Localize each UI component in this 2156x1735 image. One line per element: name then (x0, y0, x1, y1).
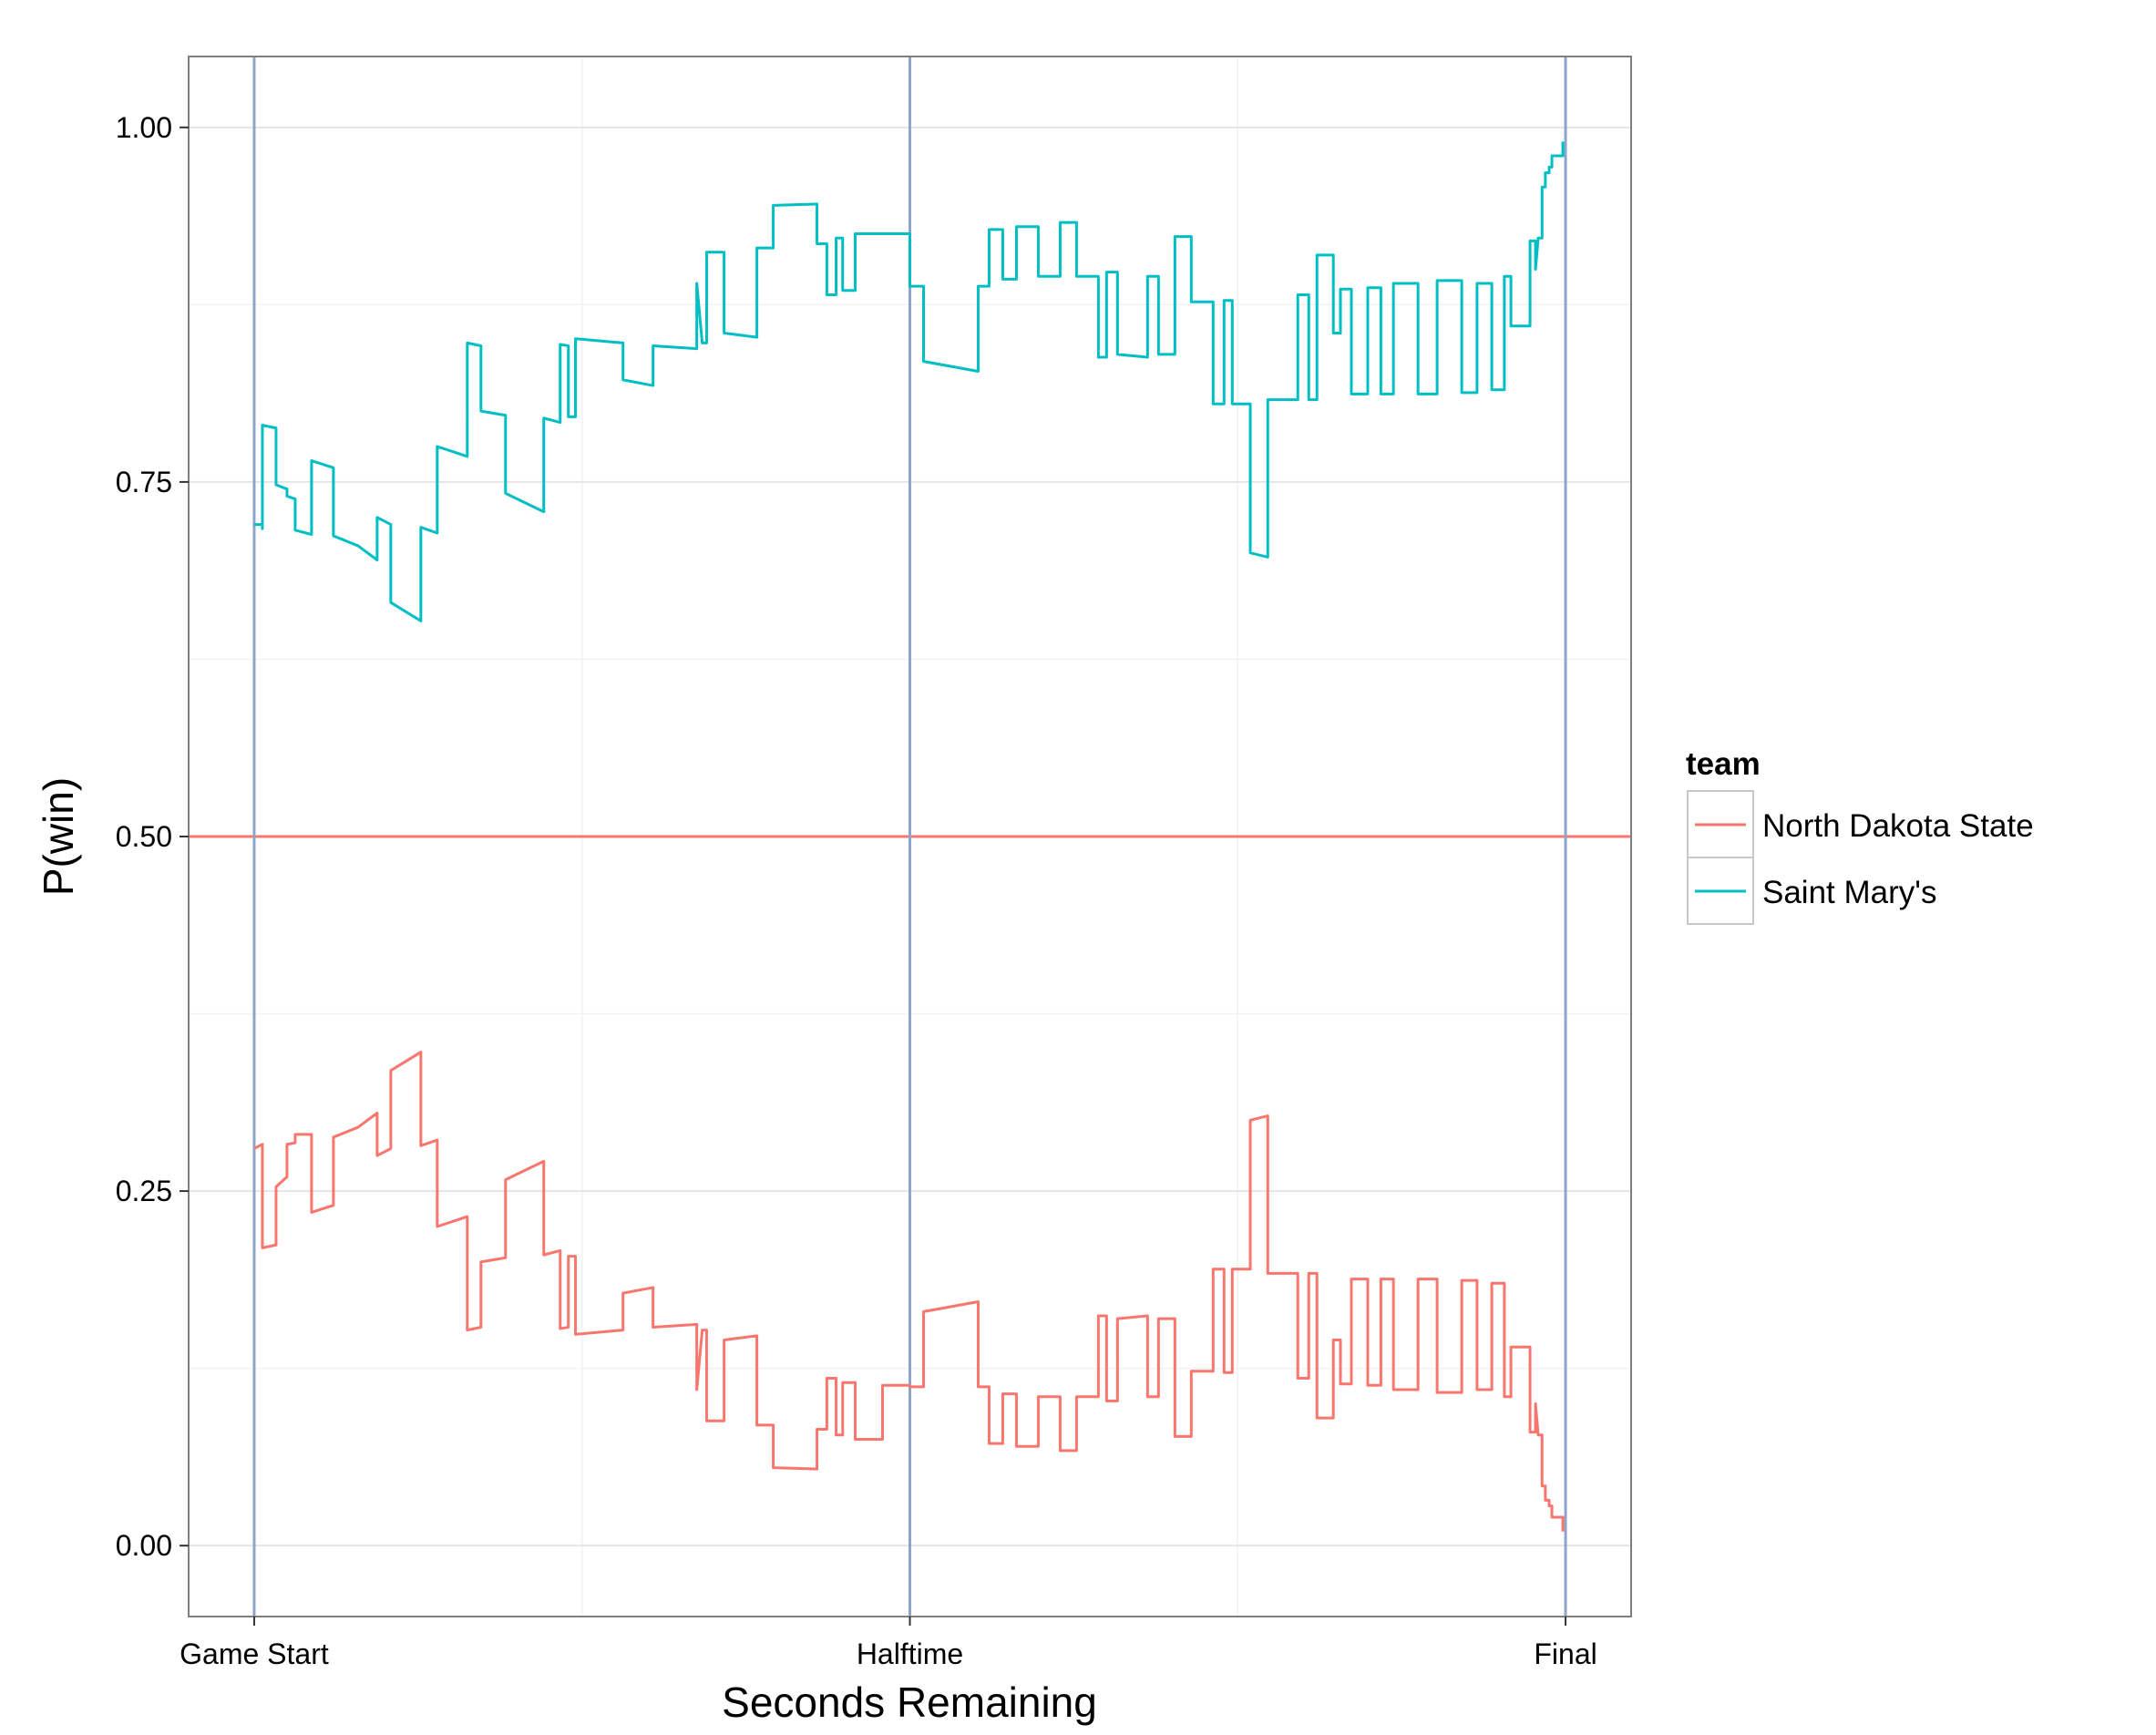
x-tick-label: Halftime (857, 1637, 963, 1670)
y-tick-label: 0.50 (116, 820, 172, 853)
legend-label-saint-marys: Saint Mary's (1762, 875, 1936, 910)
legend-label-north-dakota-state: North Dakota State (1762, 808, 2034, 844)
x-tick-label: Game Start (180, 1637, 329, 1670)
series-line-saint-mary-s (253, 141, 1565, 622)
x-axis: Game Start Halftime Final (180, 1617, 1597, 1670)
legend-title: team (1686, 746, 1761, 782)
reference-lines (189, 56, 1631, 1617)
x-axis-title: Seconds Remaining (722, 1679, 1097, 1726)
y-tick-label: 0.00 (116, 1529, 172, 1562)
y-tick-label: 0.25 (116, 1175, 172, 1207)
y-tick-label: 1.00 (116, 111, 172, 144)
series-lines (253, 141, 1565, 1532)
series-line-north-dakota-state (253, 1051, 1565, 1532)
y-axis: 0.00 0.25 0.50 0.75 1.00 (116, 111, 189, 1562)
x-tick-label: Final (1534, 1637, 1596, 1670)
y-axis-title: P(win) (35, 777, 82, 896)
y-tick-label: 0.75 (116, 466, 172, 498)
legend: team North Dakota State Saint Mary's (1686, 746, 2034, 925)
